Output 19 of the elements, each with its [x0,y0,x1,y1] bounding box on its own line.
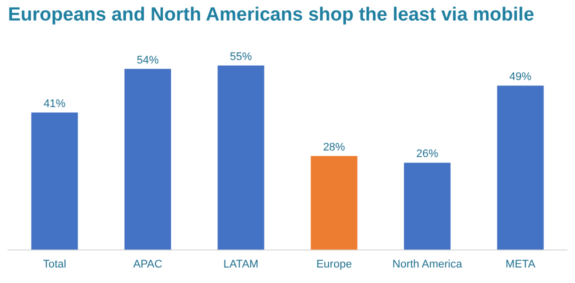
x-tick-label: META [506,258,536,270]
data-label: 41% [44,98,66,110]
data-label: 55% [230,51,252,64]
data-label: 54% [136,54,159,66]
bar [218,66,264,250]
bar [124,68,172,250]
x-tick-label: Total [42,258,66,270]
data-label: 28% [323,142,346,154]
data-label: 49% [509,71,532,84]
bar [497,86,544,250]
bar [404,162,451,250]
x-tick-label: Europe [316,258,352,270]
bar [31,112,78,250]
x-tick-label: LATAM [223,258,258,270]
data-label: 26% [416,148,438,160]
chart-title: Europeans and North Americans shop the least via mobile [8,4,534,26]
x-tick-label: North America [392,258,463,270]
bar [310,156,358,250]
x-tick-label: APAC [133,258,162,270]
